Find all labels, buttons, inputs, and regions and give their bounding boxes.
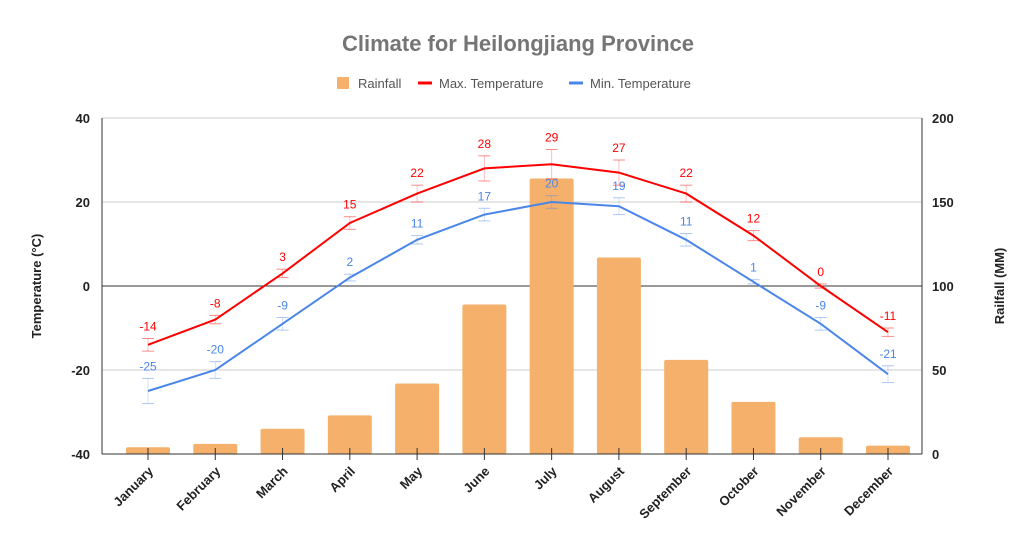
x-tick-label: August: [585, 463, 628, 506]
data-label: 19: [612, 179, 626, 193]
x-tick-label: November: [773, 464, 829, 520]
right-tick-label: 50: [932, 363, 946, 378]
series-line: [147, 200, 889, 392]
chart-title: Climate for Heilongjiang Province: [342, 31, 694, 56]
rainfall-bar: [260, 428, 305, 454]
right-tick-label: 100: [932, 279, 954, 294]
legend: Rainfall Max. Temperature Min. Temperature: [337, 76, 691, 91]
left-tick-label: 0: [83, 279, 90, 294]
legend-swatch-rainfall: [337, 77, 349, 89]
x-tick-label: March: [253, 463, 291, 501]
data-label: 28: [478, 137, 492, 151]
data-label: 17: [478, 189, 492, 203]
rainfall-bar: [798, 437, 843, 454]
data-label: 27: [612, 141, 626, 155]
legend-label: Min. Temperature: [590, 76, 691, 91]
data-label: -14: [139, 320, 157, 334]
x-tick-label: June: [460, 464, 492, 496]
x-tick-label: April: [326, 464, 358, 496]
x-tick-label: October: [716, 464, 762, 510]
left-tick-label: 40: [76, 111, 90, 126]
rainfall-bar: [395, 383, 440, 454]
left-tick-label: -40: [71, 447, 90, 462]
data-label: -9: [277, 299, 288, 313]
right-axis-label: Railfall (MM): [992, 248, 1007, 325]
x-tick-label: July: [531, 463, 561, 493]
rainfall-bar: [462, 304, 507, 454]
x-tick-label: September: [636, 464, 694, 522]
data-label: -9: [815, 299, 826, 313]
right-tick-label: 150: [932, 195, 954, 210]
data-label: 0: [817, 265, 824, 279]
left-tick-label: 20: [76, 195, 90, 210]
left-axis-label: Temperature (°C): [29, 234, 44, 339]
data-label: 12: [747, 212, 761, 226]
right-tick-label: 0: [932, 447, 939, 462]
data-label: -8: [210, 296, 221, 310]
series-line: [147, 163, 889, 346]
rainfall-bar: [327, 415, 372, 454]
rainfall-bar: [529, 178, 574, 455]
rainfall-bar: [664, 359, 709, 454]
left-tick-label: -20: [71, 363, 90, 378]
data-label: -11: [880, 309, 897, 323]
x-tick-label: December: [841, 464, 896, 519]
data-label: 11: [411, 217, 424, 231]
data-label: 20: [545, 177, 559, 191]
data-label: 3: [279, 250, 286, 264]
data-label: -25: [139, 359, 157, 373]
right-tick-label: 200: [932, 111, 954, 126]
x-tick-label: May: [397, 463, 426, 492]
legend-label: Max. Temperature: [439, 76, 544, 91]
rainfall-bar: [596, 257, 641, 454]
data-label: 15: [343, 198, 357, 212]
data-label: -21: [879, 347, 897, 361]
x-tick-label: January: [110, 463, 156, 509]
data-label: 2: [346, 255, 353, 269]
x-tick-label: February: [173, 463, 223, 513]
data-label: 1: [750, 261, 757, 275]
data-label: 22: [680, 166, 694, 180]
legend-label: Rainfall: [358, 76, 401, 91]
rainfall-bar: [731, 401, 776, 454]
data-label: 22: [410, 166, 424, 180]
data-label: 11: [680, 215, 693, 229]
data-label: 29: [545, 131, 559, 145]
data-label: -20: [207, 343, 225, 357]
